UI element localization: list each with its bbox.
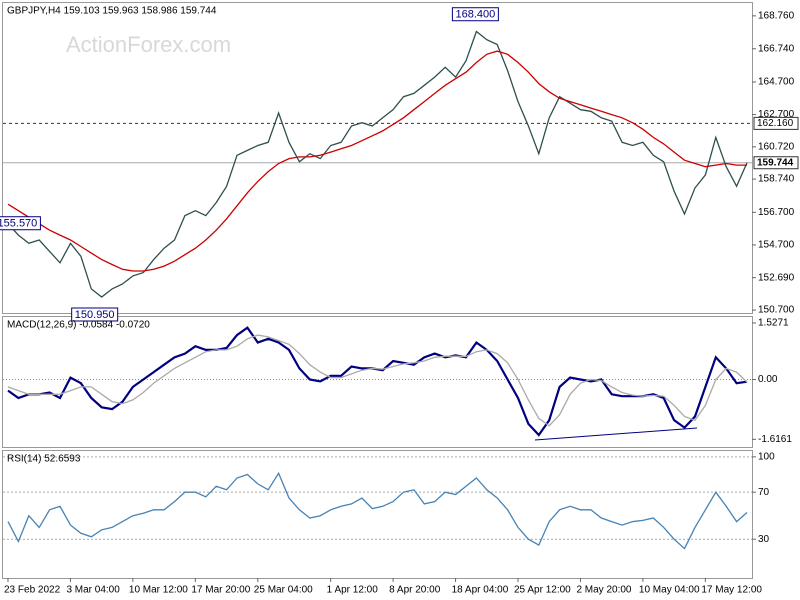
panel-title: GBPJPY,H4 159.103 159.963 158.986 159.74… <box>7 6 217 17</box>
level-label-box <box>753 156 799 170</box>
y-tick-label: 168.760 <box>758 11 795 22</box>
y-tick-label: 162.700 <box>758 109 795 120</box>
series-line <box>7 334 748 427</box>
x-tick-label: 10 Mar 12:00 <box>129 585 188 596</box>
y-tick-label: 166.740 <box>758 43 795 54</box>
y-tick-label: 0.00 <box>758 374 778 385</box>
x-tick-label: 10 May 04:00 <box>639 585 700 596</box>
y-tick-label: 164.700 <box>758 77 795 88</box>
price-annotation-box <box>0 216 41 231</box>
x-tick-label: 17 May 12:00 <box>701 585 762 596</box>
price-annotation-box <box>71 307 119 322</box>
y-tick-label: 154.700 <box>758 240 795 251</box>
price-annotation: 168.400 <box>455 9 495 21</box>
y-tick-label: 30 <box>758 534 770 545</box>
x-tick-label: 3 Mar 04:00 <box>66 585 120 596</box>
x-tick-label: 23 Feb 2022 <box>4 585 61 596</box>
panel-title: MACD(12,26,9) -0.0584 -0.0720 <box>7 320 150 331</box>
x-tick-label: 2 May 20:00 <box>576 585 631 596</box>
x-tick-label: 18 Apr 04:00 <box>452 585 509 596</box>
rsi-panel <box>2 450 753 579</box>
y-tick-label: 70 <box>758 487 770 498</box>
y-tick-label: 158.740 <box>758 174 795 185</box>
y-tick-label: 156.700 <box>758 207 795 218</box>
trendline <box>534 427 698 441</box>
level-label: 162.160 <box>757 118 794 129</box>
price-annotation-box <box>451 7 499 22</box>
series-line <box>7 471 748 550</box>
level-label: 159.744 <box>757 157 794 168</box>
x-tick-label: 25 Mar 04:00 <box>254 585 313 596</box>
y-tick-label: 150.700 <box>758 305 795 316</box>
price-annotation: 150.950 <box>75 309 115 321</box>
macd-panel <box>2 316 753 448</box>
price-panel <box>2 2 753 314</box>
price-annotation: 155.570 <box>0 218 37 230</box>
x-tick-label: 25 Apr 12:00 <box>514 585 571 596</box>
y-tick-label: 1.5271 <box>758 318 789 329</box>
level-label-box <box>753 116 799 130</box>
y-tick-label: -1.6161 <box>758 434 792 445</box>
y-tick-label: 100 <box>758 452 775 463</box>
x-tick-label: 1 Apr 12:00 <box>327 585 379 596</box>
series-line <box>7 30 748 298</box>
series-line <box>7 50 747 272</box>
watermark: ActionForex.com <box>66 32 231 57</box>
x-tick-label: 8 Apr 20:00 <box>389 585 441 596</box>
y-tick-label: 152.690 <box>758 272 795 283</box>
x-tick-label: 17 Mar 20:00 <box>191 585 250 596</box>
y-tick-label: 160.720 <box>758 141 795 152</box>
panel-title: RSI(14) 52.6593 <box>7 454 81 465</box>
